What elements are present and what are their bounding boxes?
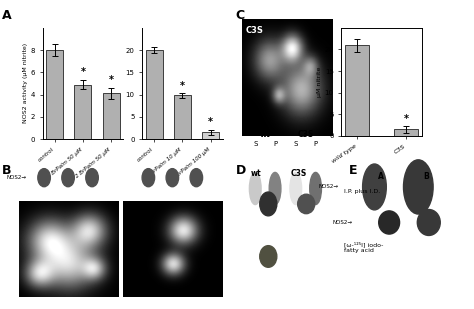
Text: S: S	[293, 141, 298, 147]
Text: NOS2→: NOS2→	[319, 184, 339, 189]
Ellipse shape	[363, 164, 386, 210]
Ellipse shape	[379, 211, 400, 234]
Ellipse shape	[269, 172, 281, 205]
Text: NOS2→: NOS2→	[6, 175, 27, 180]
Y-axis label: μM nitrite: μM nitrite	[317, 67, 322, 97]
Bar	[345, 45, 369, 136]
Bar	[394, 129, 418, 136]
Text: *: *	[109, 74, 114, 85]
Text: C3S: C3S	[246, 26, 263, 35]
Text: *: *	[208, 117, 213, 128]
Ellipse shape	[417, 210, 440, 235]
Text: *: *	[180, 81, 185, 91]
Ellipse shape	[310, 172, 321, 205]
Text: [ω-¹²⁵I] iodo-
fatty acid: [ω-¹²⁵I] iodo- fatty acid	[344, 241, 383, 253]
Ellipse shape	[86, 169, 98, 187]
Ellipse shape	[142, 169, 155, 187]
Text: *: *	[81, 67, 85, 77]
Bar	[103, 93, 119, 139]
Bar	[202, 132, 219, 139]
Text: NOS2→: NOS2→	[333, 220, 353, 225]
Ellipse shape	[166, 169, 179, 187]
Ellipse shape	[290, 172, 301, 205]
Text: B: B	[423, 172, 428, 181]
Text: B: B	[2, 164, 12, 177]
Ellipse shape	[260, 246, 277, 267]
Text: D: D	[236, 164, 246, 177]
Ellipse shape	[249, 172, 261, 205]
Text: C3S: C3S	[291, 169, 307, 178]
Text: wt: wt	[260, 130, 271, 139]
Text: P: P	[313, 141, 318, 147]
Ellipse shape	[190, 169, 202, 187]
Text: E: E	[348, 164, 357, 177]
Ellipse shape	[403, 160, 433, 214]
Text: wt: wt	[251, 169, 261, 178]
Ellipse shape	[62, 169, 74, 187]
Text: C: C	[236, 9, 245, 22]
Bar	[46, 50, 63, 139]
Text: A: A	[378, 172, 384, 181]
Bar	[146, 50, 163, 139]
Y-axis label: NOS2 activity (μM nitrite): NOS2 activity (μM nitrite)	[23, 43, 28, 124]
Ellipse shape	[298, 194, 315, 214]
Text: P: P	[273, 141, 277, 147]
Text: S: S	[253, 141, 257, 147]
Text: C3S: C3S	[298, 130, 314, 139]
Ellipse shape	[260, 192, 277, 216]
Text: A: A	[2, 9, 12, 22]
Text: I.P. plus I.D.: I.P. plus I.D.	[344, 189, 380, 194]
Text: *: *	[403, 114, 409, 124]
Bar	[74, 85, 91, 139]
Bar	[174, 95, 191, 139]
Ellipse shape	[38, 169, 50, 187]
